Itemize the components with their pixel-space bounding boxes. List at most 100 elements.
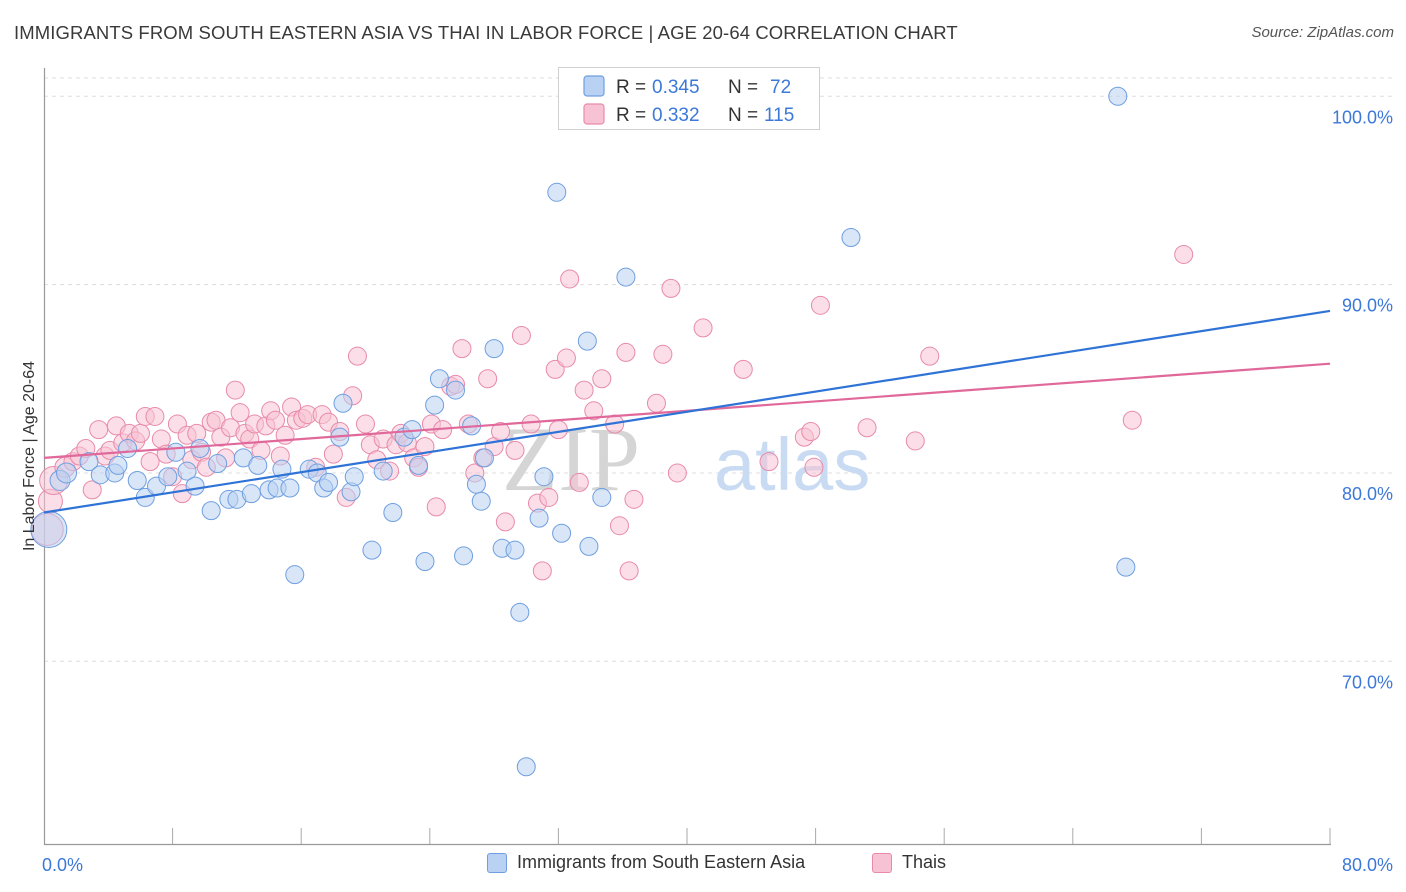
thais-point-112	[905, 431, 925, 451]
legend-r-value-2: 0.332	[652, 105, 700, 126]
thais-point-8	[89, 420, 109, 440]
immigrants-point-7	[118, 438, 138, 458]
thais-point-35	[230, 403, 250, 423]
thais-point-87	[545, 359, 565, 379]
immigrants-point-22	[248, 455, 268, 475]
thais-point-114	[1122, 410, 1142, 430]
immigrants-point-46	[454, 546, 474, 566]
thais-point-91	[569, 472, 589, 492]
immigrants-point-55	[516, 757, 536, 777]
thais-point-115	[1174, 244, 1194, 264]
legend-r-label-1: R =	[616, 77, 646, 98]
immigrants-point-16	[201, 501, 221, 521]
thais-point-102	[661, 278, 681, 298]
thais-point-81	[505, 440, 525, 460]
immigrants-point-3	[79, 452, 99, 472]
immigrants-point-41	[409, 455, 429, 475]
immigrants-point-65	[841, 228, 861, 248]
thais-point-85	[532, 561, 552, 581]
x-tick-label-0: 0.0%	[42, 855, 83, 875]
thais-point-93	[584, 401, 604, 421]
thais-point-88	[548, 420, 568, 440]
immigrants-point-15	[190, 438, 210, 458]
immigrants-point-13	[177, 461, 197, 481]
immigrants-point-14	[185, 476, 205, 496]
thais-point-106	[759, 452, 779, 472]
thais-point-94	[592, 369, 612, 389]
x-tick-label-80: 80.0%	[1342, 855, 1393, 875]
thais-point-73	[452, 339, 472, 359]
legend-item-immigrants: Immigrants from South Eastern Asia	[487, 852, 805, 873]
immigrants-point-27	[285, 565, 305, 585]
y-tick-label-80: 80.0%	[1342, 484, 1393, 504]
immigrants-point-31	[319, 472, 339, 492]
legend-label-thais: Thais	[902, 852, 947, 872]
immigrants-point-50	[474, 448, 494, 468]
legend-swatch-immigrants	[487, 852, 507, 873]
y-tick-label-90: 90.0%	[1342, 296, 1393, 316]
immigrants-point-6	[108, 455, 128, 475]
immigrants-point-48	[466, 474, 486, 494]
immigrants-point-54	[510, 602, 530, 622]
immigrants-points	[30, 84, 1136, 777]
legend-n-value-1: 72	[770, 77, 791, 98]
legend-n-label-2: N =	[728, 105, 758, 126]
y-axis-label: In Labor Force | Age 20-64	[21, 361, 38, 551]
immigrants-point-37	[373, 461, 393, 481]
immigrants-point-26	[280, 478, 300, 498]
immigrants-point-8	[127, 470, 147, 490]
thais-point-80	[495, 512, 515, 532]
thais-point-90	[560, 269, 580, 289]
immigrants-point-36	[362, 540, 382, 560]
thais-point-86	[539, 487, 559, 507]
immigrants-point-62	[592, 487, 612, 507]
thais-point-108	[801, 422, 821, 442]
immigrants-trend-line	[43, 309, 1331, 514]
trend-lines	[43, 309, 1331, 514]
gridlines	[44, 77, 1394, 662]
immigrants-point-42	[415, 551, 435, 571]
thais-point-56	[347, 346, 367, 366]
immigrants-point-45	[446, 380, 466, 400]
thais-point-113	[920, 346, 940, 366]
immigrants-point-21	[241, 484, 261, 504]
thais-point-100	[646, 393, 666, 413]
thais-point-57	[356, 414, 375, 434]
legend-n-value-2: 115	[764, 105, 794, 126]
legend-label-immigrants: Immigrants from South Eastern Asia	[517, 852, 806, 872]
thais-point-83	[521, 414, 541, 434]
thais-point-34	[225, 380, 245, 400]
thais-point-89	[556, 348, 576, 368]
y-tick-label-70: 70.0%	[1342, 672, 1393, 692]
thais-point-101	[653, 344, 673, 364]
legend-top: R = 0.345 N = 72 R = 0.332 N = 115	[558, 67, 820, 130]
immigrants-point-49	[471, 491, 491, 511]
thais-point-98	[619, 561, 639, 581]
immigrants-point-44	[429, 369, 449, 389]
y-tick-label-100: 100.0%	[1332, 107, 1393, 127]
thais-point-77	[478, 369, 498, 389]
legend-bottom: Immigrants from South Eastern Asia Thais	[0, 852, 1406, 878]
immigrants-point-66	[1108, 86, 1128, 106]
thais-point-7	[82, 480, 102, 500]
immigrants-point-61	[579, 536, 599, 556]
immigrants-point-53	[505, 540, 525, 560]
chart-source: Source: ZipAtlas.com	[1251, 24, 1394, 41]
thais-point-99	[624, 489, 644, 509]
thais-point-104	[693, 318, 713, 338]
immigrants-point-63	[616, 267, 636, 287]
legend-swatch-pink	[583, 103, 605, 125]
thais-point-96	[609, 516, 629, 536]
thais-point-109	[804, 457, 824, 477]
immigrants-point-33	[333, 393, 353, 413]
thais-point-42	[265, 410, 285, 430]
thais-point-18	[145, 406, 165, 426]
thais-point-111	[857, 418, 877, 438]
thais-point-52	[323, 444, 343, 464]
immigrants-point-12	[166, 442, 186, 462]
thais-point-17	[140, 452, 160, 472]
immigrants-point-58	[547, 182, 567, 202]
immigrants-point-43	[425, 395, 445, 415]
legend-swatch-blue	[583, 75, 605, 97]
immigrants-point-35	[344, 467, 364, 487]
